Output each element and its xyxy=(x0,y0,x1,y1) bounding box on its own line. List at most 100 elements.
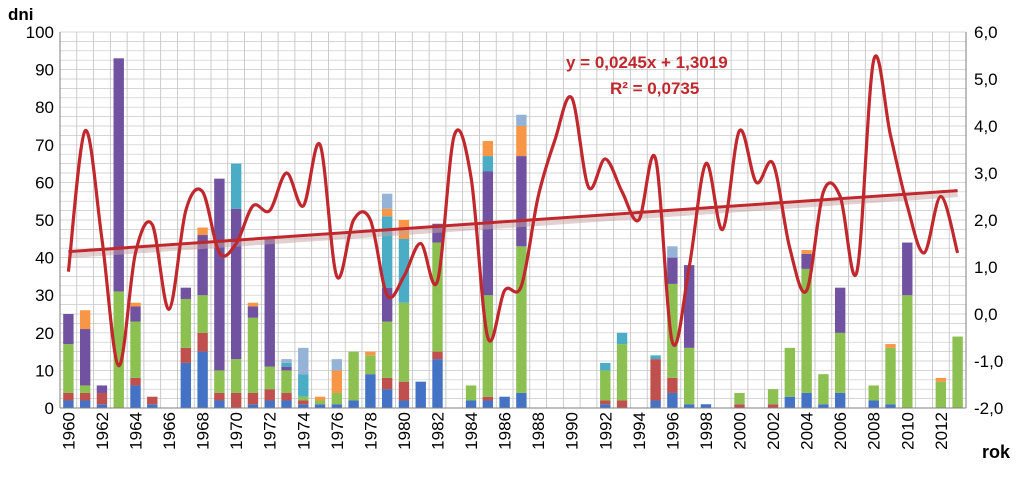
bar-segment-green xyxy=(734,392,745,405)
left-tick-label: 70 xyxy=(35,136,54,155)
bar-segment-green xyxy=(247,317,259,393)
x-tick-label: 1976 xyxy=(328,412,347,450)
bar-segment-blue xyxy=(784,396,796,408)
bar-segment-orange xyxy=(381,208,393,217)
x-tick-label: 2012 xyxy=(932,412,951,450)
right-tick-label: 1,0 xyxy=(974,258,998,277)
bar-segment-red xyxy=(63,392,74,401)
bar-segment-blue xyxy=(314,404,326,408)
bar-segment-blue xyxy=(667,392,678,408)
x-tick-label: 1970 xyxy=(227,412,246,450)
left-axis-label: dni xyxy=(8,5,34,24)
left-tick-label: 20 xyxy=(35,324,54,343)
right-tick-label: 3,0 xyxy=(974,164,998,183)
x-tick-label: 2004 xyxy=(798,412,817,450)
bar-segment-purple xyxy=(79,329,91,386)
bar-segment-green xyxy=(381,321,393,378)
line-series-layer xyxy=(66,54,960,368)
bar-segment-purple xyxy=(230,208,242,360)
bar-segment-cyan xyxy=(600,362,611,371)
x-tick-label: 1974 xyxy=(294,412,313,450)
bar-segment-green xyxy=(784,347,796,397)
bar-segment-green xyxy=(868,385,879,401)
bar-segment-green xyxy=(952,336,963,408)
bar-segment-blue xyxy=(650,400,661,408)
bar-segment-red xyxy=(600,400,611,405)
bar-segment-green xyxy=(230,359,242,393)
bar-segment-green xyxy=(935,381,947,408)
bar-segment-purple xyxy=(683,265,695,348)
line-series xyxy=(66,54,960,368)
bar-segment-blue xyxy=(499,396,510,408)
x-tick-label: 1988 xyxy=(529,412,548,450)
bar-segment-red xyxy=(381,377,393,390)
bar-segment-green xyxy=(683,347,695,405)
bar-segment-blue xyxy=(130,385,141,408)
bar-segment-blue xyxy=(365,374,376,408)
bar-segment-blue xyxy=(885,404,896,408)
bar-segment-lightblue xyxy=(381,193,393,209)
bar-segment-green xyxy=(298,396,309,401)
bar-segment-green xyxy=(834,332,846,393)
bar-segment-purple xyxy=(516,156,527,247)
left-tick-label: 90 xyxy=(35,61,54,80)
bar-segment-red xyxy=(650,359,661,401)
bar-segment-red xyxy=(147,396,158,405)
bar-segment-orange xyxy=(79,310,91,330)
bar-segment-red xyxy=(130,377,141,386)
bar-segment-purple xyxy=(801,253,812,269)
bar-segment-blue xyxy=(432,359,443,408)
bar-segment-green xyxy=(767,389,779,405)
bar-segment-red xyxy=(298,400,309,405)
left-tick-label: 0 xyxy=(45,399,54,418)
bar-segment-orange xyxy=(197,227,208,236)
bar-segment-red xyxy=(230,392,242,408)
bar-segment-blue xyxy=(79,400,91,408)
bar-segment-red xyxy=(214,392,225,401)
bar-segment-purple xyxy=(381,287,393,322)
bar-segment-red xyxy=(180,347,192,363)
bar-segment-red xyxy=(79,392,91,401)
x-tick-label: 1990 xyxy=(563,412,582,450)
bar-segment-lightblue xyxy=(667,246,678,258)
bar-segment-cyan xyxy=(398,238,410,303)
bar-segment-green xyxy=(281,370,292,393)
bar-segment-cyan xyxy=(230,163,242,209)
bar-segment-green xyxy=(113,291,124,408)
x-tick-label: 2008 xyxy=(865,412,884,450)
x-tick-label: 1962 xyxy=(93,412,112,450)
bar-segment-cyan xyxy=(482,156,494,172)
gridlines xyxy=(59,31,967,409)
bar-segment-blue xyxy=(683,404,695,408)
right-tick-label: 6,0 xyxy=(974,23,998,42)
bar-segment-blue xyxy=(465,400,477,408)
bar-segment-blue xyxy=(415,381,426,408)
left-tick-label: 60 xyxy=(35,173,54,192)
x-tick-label: 1996 xyxy=(663,412,682,450)
right-tick-label: -2,0 xyxy=(974,399,1003,418)
bar-segment-purple xyxy=(247,306,259,318)
bar-segment-blue xyxy=(348,400,359,408)
bar-segment-purple xyxy=(96,385,108,393)
bar-segment-cyan xyxy=(650,355,661,360)
x-tick-label: 2010 xyxy=(898,412,917,450)
x-tick-label: 2000 xyxy=(731,412,750,450)
bar-segment-green xyxy=(516,246,527,393)
x-tick-label: 1960 xyxy=(59,412,78,450)
bar-segment-orange xyxy=(516,126,527,157)
bar-segment-blue xyxy=(600,404,611,408)
bar-segment-blue xyxy=(96,404,108,408)
bar-segment-green xyxy=(79,385,91,393)
x-tick-label: 1994 xyxy=(630,412,649,450)
bar-segment-red xyxy=(734,404,745,408)
bar-segment-green xyxy=(348,351,359,401)
bar-segment-red xyxy=(482,396,494,401)
bar-segment-blue xyxy=(63,400,74,408)
x-tick-label: 1982 xyxy=(429,412,448,450)
bar-segment-blue xyxy=(331,404,343,408)
bar-segment-blue xyxy=(298,404,309,408)
bar-segment-green xyxy=(130,321,141,378)
bar-segment-blue xyxy=(214,400,225,408)
bar-segment-red xyxy=(398,381,410,401)
